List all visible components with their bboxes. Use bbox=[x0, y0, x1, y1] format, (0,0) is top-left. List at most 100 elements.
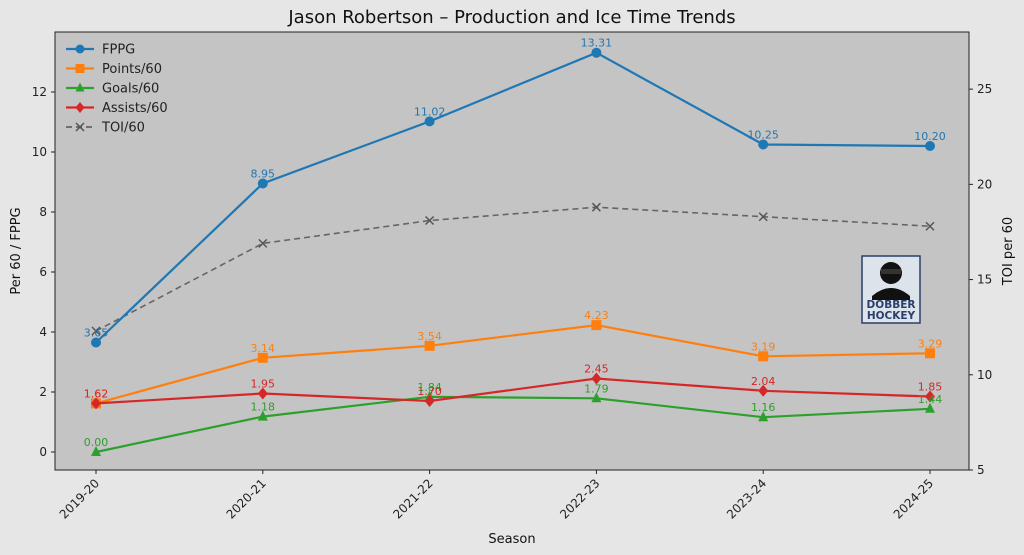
marker-x-stroke bbox=[591, 202, 601, 212]
marker-triangle bbox=[925, 402, 935, 413]
marker-circle bbox=[591, 47, 602, 58]
legend-label: Assists/60 bbox=[102, 101, 168, 116]
y-right-tick-label: 15 bbox=[977, 273, 992, 287]
data-label-points-60: 3.14 bbox=[251, 342, 276, 355]
marker-x-stroke bbox=[758, 212, 768, 222]
legend-item-goals-60: Goals/60 bbox=[66, 82, 159, 97]
data-label-goals-60: 0.00 bbox=[84, 436, 109, 449]
marker-x bbox=[91, 326, 101, 336]
data-label-fppg: 10.25 bbox=[747, 129, 779, 142]
y-left-tick-label: 4 bbox=[39, 325, 47, 339]
y-left-tick-label: 10 bbox=[32, 145, 47, 159]
legend-label: Points/60 bbox=[102, 62, 162, 77]
series-goals-60 bbox=[91, 390, 935, 456]
series-line-assists-60 bbox=[95, 377, 931, 405]
series-layer bbox=[91, 47, 935, 456]
data-label-assists-60: 1.95 bbox=[251, 378, 276, 391]
data-label-assists-60: 1.70 bbox=[417, 385, 442, 398]
series-line-toi-60 bbox=[95, 206, 931, 332]
legend-label: Goals/60 bbox=[102, 82, 159, 97]
dobber-hockey-logo: DOBBER HOCKEY bbox=[861, 255, 921, 324]
marker-x-stroke bbox=[425, 216, 435, 226]
marker-triangle bbox=[758, 411, 769, 422]
data-label-assists-60: 1.62 bbox=[84, 387, 109, 400]
marker-x-stroke bbox=[258, 238, 268, 248]
series-line-points-60 bbox=[95, 323, 931, 405]
data-label-points-60: 3.54 bbox=[417, 330, 442, 343]
y-right-tick-label: 25 bbox=[977, 82, 992, 96]
marker-diamond bbox=[758, 384, 769, 397]
y-right-tick-label: 5 bbox=[977, 463, 985, 477]
y-right-tick-label: 10 bbox=[977, 368, 992, 382]
marker-x bbox=[258, 238, 268, 248]
data-label-fppg: 8.95 bbox=[251, 168, 276, 181]
marker-x bbox=[758, 212, 768, 222]
y-left-tick-label: 8 bbox=[39, 205, 47, 219]
data-label-goals-60: 1.84 bbox=[417, 381, 442, 394]
marker-diamond bbox=[925, 390, 935, 403]
marker-circle bbox=[424, 116, 435, 127]
y-left-tick-label: 12 bbox=[32, 85, 47, 99]
y-right-tick-label: 20 bbox=[977, 177, 992, 191]
data-label-assists-60: 2.04 bbox=[751, 375, 776, 388]
data-label-points-60: 1.62 bbox=[84, 387, 109, 400]
marker-circle bbox=[925, 141, 935, 151]
legend-label: FPPG bbox=[102, 43, 135, 58]
data-label-fppg: 10.20 bbox=[914, 130, 946, 143]
chart-title: Jason Robertson – Production and Ice Tim… bbox=[287, 7, 735, 28]
legend-item-points-60: Points/60 bbox=[66, 62, 162, 77]
svg-text:HOCKEY: HOCKEY bbox=[867, 310, 916, 322]
data-label-points-60: 3.29 bbox=[918, 337, 943, 350]
y-axis-right-title: TOI per 60 bbox=[1001, 217, 1016, 286]
data-labels: 3.65 8.95 11.02 13.31 10.25 10.20 1.62 3.14 3.54… bbox=[84, 37, 946, 449]
marker-triangle bbox=[75, 82, 85, 92]
legend: FPPG Points/60 Goals/60 Assists/60 TOI/60 bbox=[66, 43, 168, 136]
y-left-tick-label: 6 bbox=[39, 265, 47, 279]
marker-circle bbox=[75, 44, 85, 54]
marker-square bbox=[591, 320, 602, 331]
series-toi-60 bbox=[91, 202, 935, 336]
legend-label: TOI/60 bbox=[101, 121, 145, 136]
x-axis-title: Season bbox=[488, 532, 535, 547]
marker-x-stroke bbox=[91, 326, 101, 336]
marker-x bbox=[925, 221, 935, 231]
marker-triangle bbox=[257, 410, 268, 421]
marker-diamond bbox=[91, 397, 101, 410]
marker-circle bbox=[257, 178, 268, 189]
marker-circle bbox=[91, 337, 101, 348]
marker-square bbox=[925, 348, 935, 359]
marker-x bbox=[75, 122, 85, 132]
data-label-assists-60: 1.85 bbox=[918, 381, 943, 394]
marker-x-stroke bbox=[925, 221, 935, 231]
series-fppg bbox=[91, 47, 935, 348]
marker-diamond bbox=[75, 102, 85, 113]
marker-square bbox=[257, 352, 268, 363]
legend-item-assists-60: Assists/60 bbox=[66, 101, 168, 116]
legend-item-toi-60: TOI/60 bbox=[66, 121, 145, 136]
series-line-goals-60 bbox=[95, 395, 931, 454]
data-label-points-60: 3.19 bbox=[751, 340, 776, 353]
y-left-tick-label: 0 bbox=[39, 445, 47, 459]
marker-x bbox=[591, 202, 601, 212]
data-label-fppg: 3.65 bbox=[84, 327, 109, 340]
marker-square bbox=[75, 64, 85, 73]
marker-x-stroke bbox=[75, 122, 85, 132]
marker-triangle bbox=[91, 446, 101, 456]
series-line-fppg bbox=[95, 51, 931, 344]
marker-diamond bbox=[257, 387, 268, 400]
y-axis-left-title: Per 60 / FPPG bbox=[9, 207, 24, 294]
y-left-tick-label: 2 bbox=[39, 385, 47, 399]
series-assists-60 bbox=[91, 372, 935, 410]
data-label-assists-60: 2.45 bbox=[584, 363, 609, 376]
marker-square bbox=[424, 340, 435, 351]
data-label-goals-60: 1.44 bbox=[918, 393, 943, 406]
marker-triangle bbox=[591, 392, 602, 403]
data-label-fppg: 13.31 bbox=[581, 37, 613, 50]
marker-circle bbox=[758, 139, 769, 150]
legend-item-fppg: FPPG bbox=[66, 43, 135, 58]
data-label-goals-60: 1.16 bbox=[751, 401, 776, 414]
data-label-fppg: 11.02 bbox=[414, 105, 446, 118]
data-label-points-60: 4.23 bbox=[584, 309, 609, 322]
